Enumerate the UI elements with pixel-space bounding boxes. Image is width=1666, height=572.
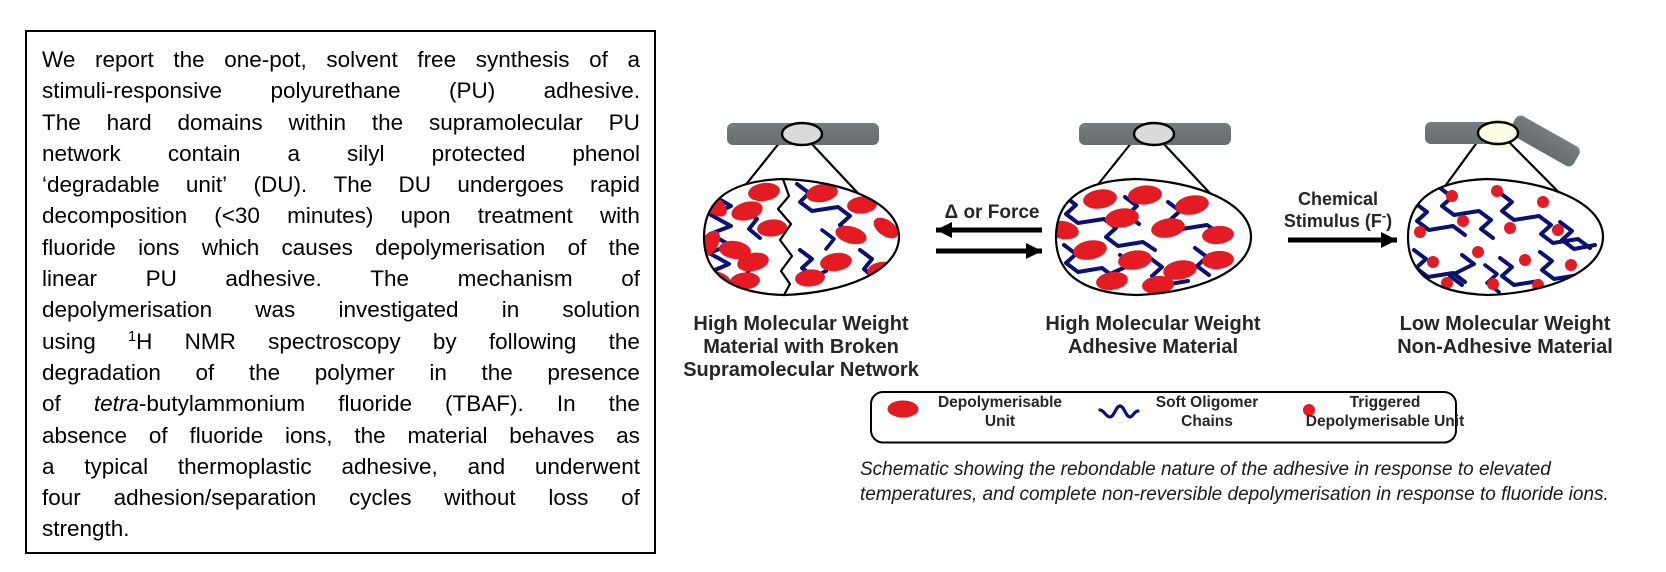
svg-text:Schematic showing the rebondab: Schematic showing the rebondable nature … <box>860 459 1552 480</box>
svg-text:Chains: Chains <box>1181 413 1233 430</box>
svg-text:Chemical: Chemical <box>1298 189 1378 209</box>
svg-text:Material with Broken: Material with Broken <box>703 336 899 358</box>
svg-text:High Molecular Weight: High Molecular Weight <box>693 313 909 335</box>
svg-text:Depolymerisable: Depolymerisable <box>938 394 1062 411</box>
svg-text:Depolymerisable Unit: Depolymerisable Unit <box>1306 413 1465 430</box>
svg-text:Adhesive Material: Adhesive Material <box>1068 336 1238 358</box>
svg-text:Stimulus (F-): Stimulus (F-) <box>1284 208 1392 231</box>
svg-text:Soft Oligomer: Soft Oligomer <box>1156 394 1258 411</box>
svg-text:High Molecular Weight: High Molecular Weight <box>1045 313 1261 335</box>
svg-text:Non-Adhesive Material: Non-Adhesive Material <box>1397 336 1613 358</box>
svg-text:Triggered: Triggered <box>1350 394 1421 411</box>
svg-text:Low Molecular Weight: Low Molecular Weight <box>1400 313 1611 335</box>
svg-text:Supramolecular Network: Supramolecular Network <box>683 359 920 381</box>
svg-text:Δ or Force: Δ or Force <box>945 202 1040 223</box>
svg-text:Unit: Unit <box>985 413 1015 430</box>
svg-text:temperatures, and complete non: temperatures, and complete non-reversibl… <box>860 484 1609 505</box>
